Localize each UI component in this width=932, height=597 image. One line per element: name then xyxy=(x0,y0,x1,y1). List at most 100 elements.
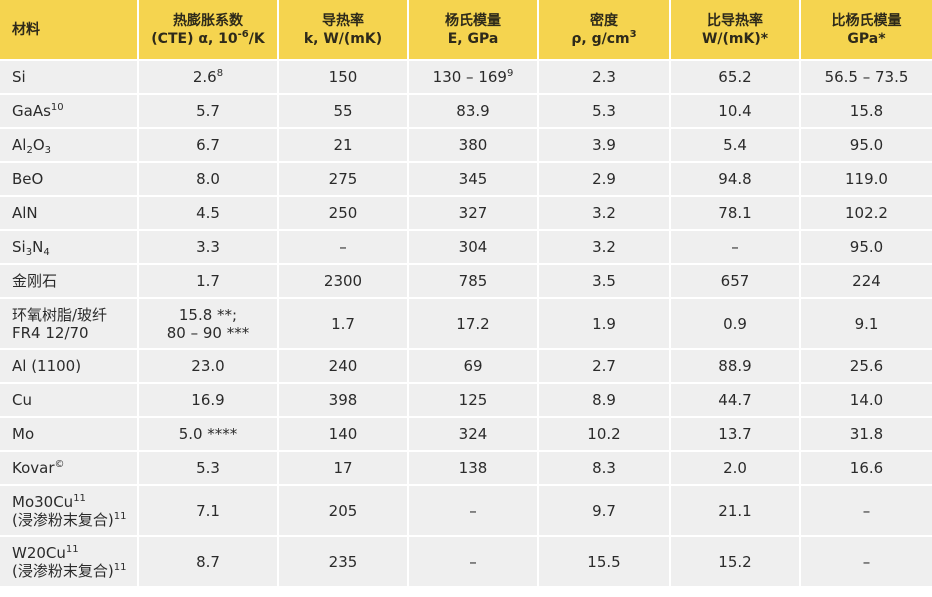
material-cell: Al (1100) xyxy=(0,349,139,384)
specific-youngs-modulus-cell: – xyxy=(800,536,932,588)
cte-cell: 1.7 xyxy=(138,264,279,299)
cte-cell: 16.9 xyxy=(138,383,279,418)
header-row: 材料 热膨胀系数 (CTE) α, 10-6/K 导热率 k, W/(mK) 杨… xyxy=(0,0,932,61)
material-cell: Mo xyxy=(0,417,139,452)
table-row: Mo30Cu11 (浸渗粉末复合)11 7.1 205 – 9.7 21.1 – xyxy=(0,485,932,537)
material-cell: Si3N4 xyxy=(0,230,139,265)
table-row: 环氧树脂/玻纤 FR4 12/70 15.8 **; 80 – 90 *** 1… xyxy=(0,298,932,350)
thermal-conductivity-cell: 17 xyxy=(278,451,409,486)
specific-youngs-modulus-cell: 56.5 – 73.5 xyxy=(800,60,932,95)
cte-cell: 4.5 xyxy=(138,196,279,231)
thermal-conductivity-cell: 2300 xyxy=(278,264,409,299)
density-cell: 10.2 xyxy=(538,417,671,452)
cte-cell: 5.3 xyxy=(138,451,279,486)
header-material: 材料 xyxy=(0,0,139,61)
thermal-conductivity-cell: 235 xyxy=(278,536,409,588)
specific-thermal-conductivity-cell: 65.2 xyxy=(670,60,801,95)
table-row: Cu 16.9 398 125 8.9 44.7 14.0 xyxy=(0,383,932,418)
specific-thermal-conductivity-cell: 657 xyxy=(670,264,801,299)
thermal-conductivity-cell: 275 xyxy=(278,162,409,197)
header-density: 密度 ρ, g/cm3 xyxy=(538,0,671,61)
cte-cell: 23.0 xyxy=(138,349,279,384)
header-cte: 热膨胀系数 (CTE) α, 10-6/K xyxy=(138,0,279,61)
specific-thermal-conductivity-cell: 13.7 xyxy=(670,417,801,452)
specific-youngs-modulus-cell: 15.8 xyxy=(800,94,932,129)
cte-cell: 8.0 xyxy=(138,162,279,197)
specific-thermal-conductivity-cell: 78.1 xyxy=(670,196,801,231)
density-cell: 3.5 xyxy=(538,264,671,299)
material-cell: W20Cu11 (浸渗粉末复合)11 xyxy=(0,536,139,588)
cte-cell: 6.7 xyxy=(138,128,279,163)
youngs-modulus-cell: 304 xyxy=(408,230,539,265)
specific-youngs-modulus-cell: 14.0 xyxy=(800,383,932,418)
youngs-modulus-cell: 785 xyxy=(408,264,539,299)
thermal-conductivity-cell: 150 xyxy=(278,60,409,95)
specific-youngs-modulus-cell: 16.6 xyxy=(800,451,932,486)
thermal-conductivity-cell: 398 xyxy=(278,383,409,418)
specific-thermal-conductivity-cell: 21.1 xyxy=(670,485,801,537)
material-cell: Mo30Cu11 (浸渗粉末复合)11 xyxy=(0,485,139,537)
specific-youngs-modulus-cell: 95.0 xyxy=(800,230,932,265)
specific-thermal-conductivity-cell: 5.4 xyxy=(670,128,801,163)
youngs-modulus-cell: – xyxy=(408,485,539,537)
specific-thermal-conductivity-cell: 44.7 xyxy=(670,383,801,418)
density-cell: 15.5 xyxy=(538,536,671,588)
youngs-modulus-cell: 69 xyxy=(408,349,539,384)
material-cell: 环氧树脂/玻纤 FR4 12/70 xyxy=(0,298,139,350)
table-row: BeO 8.0 275 345 2.9 94.8 119.0 xyxy=(0,162,932,197)
youngs-modulus-cell: 138 xyxy=(408,451,539,486)
header-youngs-modulus: 杨氏模量 E, GPa xyxy=(408,0,539,61)
youngs-modulus-cell: 17.2 xyxy=(408,298,539,350)
specific-youngs-modulus-cell: 9.1 xyxy=(800,298,932,350)
specific-thermal-conductivity-cell: – xyxy=(670,230,801,265)
table-row: Si3N4 3.3 – 304 3.2 – 95.0 xyxy=(0,230,932,265)
specific-youngs-modulus-cell: 95.0 xyxy=(800,128,932,163)
cte-cell: 15.8 **; 80 – 90 *** xyxy=(138,298,279,350)
thermal-conductivity-cell: – xyxy=(278,230,409,265)
density-cell: 3.2 xyxy=(538,230,671,265)
youngs-modulus-cell: 83.9 xyxy=(408,94,539,129)
specific-thermal-conductivity-cell: 2.0 xyxy=(670,451,801,486)
table-row: Al (1100) 23.0 240 69 2.7 88.9 25.6 xyxy=(0,349,932,384)
cte-cell: 3.3 xyxy=(138,230,279,265)
table-row: W20Cu11 (浸渗粉末复合)11 8.7 235 – 15.5 15.2 – xyxy=(0,536,932,588)
density-cell: 5.3 xyxy=(538,94,671,129)
specific-thermal-conductivity-cell: 0.9 xyxy=(670,298,801,350)
header-specific-youngs-modulus: 比杨氏模量 GPa* xyxy=(800,0,932,61)
table-row: Mo 5.0 **** 140 324 10.2 13.7 31.8 xyxy=(0,417,932,452)
thermal-conductivity-cell: 250 xyxy=(278,196,409,231)
youngs-modulus-cell: 345 xyxy=(408,162,539,197)
youngs-modulus-cell: 380 xyxy=(408,128,539,163)
density-cell: 2.3 xyxy=(538,60,671,95)
cte-cell: 5.7 xyxy=(138,94,279,129)
density-cell: 8.9 xyxy=(538,383,671,418)
specific-youngs-modulus-cell: 25.6 xyxy=(800,349,932,384)
material-cell: Al2O3 xyxy=(0,128,139,163)
specific-youngs-modulus-cell: – xyxy=(800,485,932,537)
youngs-modulus-cell: 324 xyxy=(408,417,539,452)
specific-youngs-modulus-cell: 224 xyxy=(800,264,932,299)
header-specific-thermal-conductivity: 比导热率 W/(mK)* xyxy=(670,0,801,61)
thermal-conductivity-cell: 21 xyxy=(278,128,409,163)
material-cell: AlN xyxy=(0,196,139,231)
thermal-conductivity-cell: 240 xyxy=(278,349,409,384)
youngs-modulus-cell: – xyxy=(408,536,539,588)
thermal-conductivity-cell: 140 xyxy=(278,417,409,452)
cte-cell: 8.7 xyxy=(138,536,279,588)
density-cell: 3.9 xyxy=(538,128,671,163)
material-cell: BeO xyxy=(0,162,139,197)
specific-youngs-modulus-cell: 31.8 xyxy=(800,417,932,452)
specific-thermal-conductivity-cell: 88.9 xyxy=(670,349,801,384)
table-row: Si 2.68 150 130 – 1699 2.3 65.2 56.5 – 7… xyxy=(0,60,932,95)
material-cell: 金刚石 xyxy=(0,264,139,299)
table-row: AlN 4.5 250 327 3.2 78.1 102.2 xyxy=(0,196,932,231)
youngs-modulus-cell: 130 – 1699 xyxy=(408,60,539,95)
specific-thermal-conductivity-cell: 15.2 xyxy=(670,536,801,588)
thermal-conductivity-cell: 55 xyxy=(278,94,409,129)
density-cell: 1.9 xyxy=(538,298,671,350)
material-cell: GaAs10 xyxy=(0,94,139,129)
density-cell: 2.7 xyxy=(538,349,671,384)
material-cell: Cu xyxy=(0,383,139,418)
density-cell: 8.3 xyxy=(538,451,671,486)
